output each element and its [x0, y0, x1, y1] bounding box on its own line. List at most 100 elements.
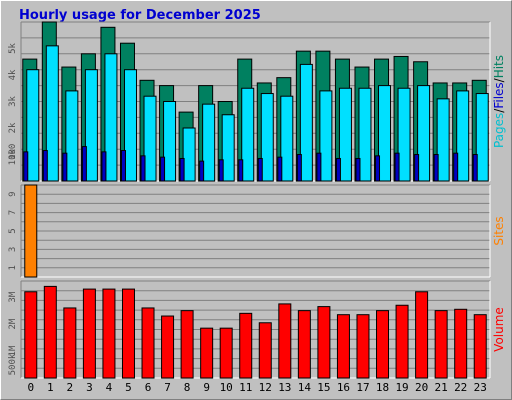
- traffic-bar-pages: [23, 151, 29, 182]
- traffic-bar-files: [475, 93, 489, 182]
- x-tick-label: 5: [125, 381, 132, 394]
- volume-bar-volume: [258, 322, 272, 379]
- x-tick-label: 12: [259, 381, 272, 394]
- x-tick-label: 20: [415, 381, 428, 394]
- x-tick-label: 13: [278, 381, 291, 394]
- traffic-bar-files: [84, 69, 98, 182]
- traffic-bar-files: [338, 87, 352, 182]
- volume-bar-volume: [200, 327, 214, 379]
- traffic-bar-files: [163, 101, 177, 182]
- traffic-bar-files: [397, 87, 411, 182]
- traffic-bar-files: [202, 103, 216, 182]
- volume-bar-volume: [102, 288, 116, 379]
- volume-bar-volume: [63, 307, 77, 379]
- volume-bar-volume: [317, 306, 331, 379]
- traffic-bar-pages: [42, 150, 48, 182]
- x-tick-label: 17: [356, 381, 369, 394]
- volume-bar-volume: [82, 288, 96, 379]
- x-tick-label: 7: [164, 381, 171, 394]
- traffic-bar-files: [26, 69, 40, 182]
- volume-y-tick-label: 500k: [8, 353, 18, 375]
- traffic-axis-label-part: /: [492, 77, 506, 82]
- traffic-y-tick-label: 1k: [8, 149, 18, 160]
- x-tick-label: 9: [203, 381, 210, 394]
- x-tick-label: 16: [337, 381, 350, 394]
- volume-bar-volume: [161, 315, 175, 379]
- x-tick-label: 11: [239, 381, 252, 394]
- volume-y-tick-label: 1M: [8, 345, 18, 356]
- traffic-bar-pages: [160, 156, 166, 182]
- traffic-bar-pages: [296, 154, 302, 182]
- traffic-axis-label-part: Hits: [492, 55, 506, 78]
- sites-axis-label: Sites: [492, 216, 506, 245]
- sites-y-tick-label: 1: [8, 265, 18, 270]
- traffic-bar-files: [319, 90, 333, 182]
- x-tick-label: 18: [376, 381, 389, 394]
- traffic-bar-pages: [277, 156, 283, 182]
- traffic-y-tick-label: 1000: [8, 144, 18, 166]
- x-tick-label: 14: [298, 381, 312, 394]
- traffic-bar-files: [260, 93, 274, 182]
- traffic-bar-pages: [140, 155, 146, 182]
- x-tick-label: 3: [86, 381, 93, 394]
- traffic-bar-pages: [81, 146, 87, 182]
- volume-bar-volume: [219, 327, 233, 379]
- traffic-axis-label: Pages/Files/Hits: [492, 55, 506, 148]
- x-tick-label: 1: [47, 381, 54, 394]
- traffic-bar-pages: [238, 159, 244, 182]
- traffic-bar-pages: [375, 155, 381, 182]
- traffic-bar-files: [241, 87, 255, 182]
- traffic-bar-pages: [101, 151, 107, 182]
- volume-bar-volume: [454, 308, 468, 379]
- traffic-bar-files: [182, 127, 196, 182]
- traffic-bar-files: [417, 85, 431, 182]
- volume-bar-volume: [24, 291, 38, 379]
- traffic-bar-pages: [257, 157, 263, 182]
- sites-y-tick-label: 5: [8, 228, 18, 233]
- volume-bar-volume: [434, 310, 448, 379]
- volume-bar-volume: [43, 285, 57, 379]
- volume-bar-volume: [121, 288, 135, 379]
- sites-y-tick-label: 9: [8, 191, 18, 196]
- x-tick-label: 0: [27, 381, 34, 394]
- plot-layer: 10001k2k3k4k5kPages/Files/Hits13579Sites…: [8, 21, 506, 394]
- traffic-bar-pages: [453, 152, 459, 182]
- traffic-bar-files: [299, 63, 313, 182]
- traffic-bar-pages: [355, 157, 361, 182]
- traffic-bar-pages: [472, 154, 478, 182]
- x-tick-label: 10: [220, 381, 233, 394]
- sites-y-tick-label: 3: [8, 247, 18, 252]
- volume-bar-volume: [376, 310, 390, 379]
- volume-bar-volume: [473, 314, 487, 379]
- traffic-bar-files: [143, 95, 157, 182]
- x-tick-label: 19: [395, 381, 408, 394]
- volume-bar-volume: [141, 307, 155, 379]
- volume-bar-volume: [239, 312, 253, 379]
- x-tick-label: 15: [317, 381, 330, 394]
- sites-bar-sites: [24, 184, 38, 278]
- volume-axis-label-part: Volume: [492, 307, 506, 352]
- traffic-bar-pages: [316, 152, 322, 182]
- traffic-bar-files: [65, 90, 79, 182]
- volume-axis-label: Volume: [492, 307, 506, 352]
- chart-title: Hourly usage for December 2025: [19, 8, 261, 23]
- volume-bar-volume: [395, 304, 409, 379]
- traffic-bar-files: [280, 95, 294, 182]
- traffic-bar-files: [45, 45, 59, 182]
- volume-y-tick-label: 3M: [8, 291, 18, 302]
- sites-axis-label-part: Sites: [492, 216, 506, 245]
- traffic-y-tick-label: 2k: [8, 122, 18, 133]
- traffic-y-tick-label: 4k: [8, 69, 18, 80]
- traffic-bar-files: [104, 53, 118, 182]
- traffic-y-tick-label: 5k: [8, 43, 18, 54]
- traffic-y-tick-label: 3k: [8, 96, 18, 107]
- x-tick-label: 8: [184, 381, 191, 394]
- volume-bar-volume: [415, 291, 429, 379]
- traffic-bar-files: [221, 114, 235, 182]
- traffic-bar-files: [123, 69, 137, 182]
- traffic-axis-label-part: Files: [492, 82, 506, 108]
- traffic-bar-pages: [62, 152, 68, 182]
- x-tick-label: 6: [145, 381, 152, 394]
- traffic-axis-label-part: /: [492, 108, 506, 113]
